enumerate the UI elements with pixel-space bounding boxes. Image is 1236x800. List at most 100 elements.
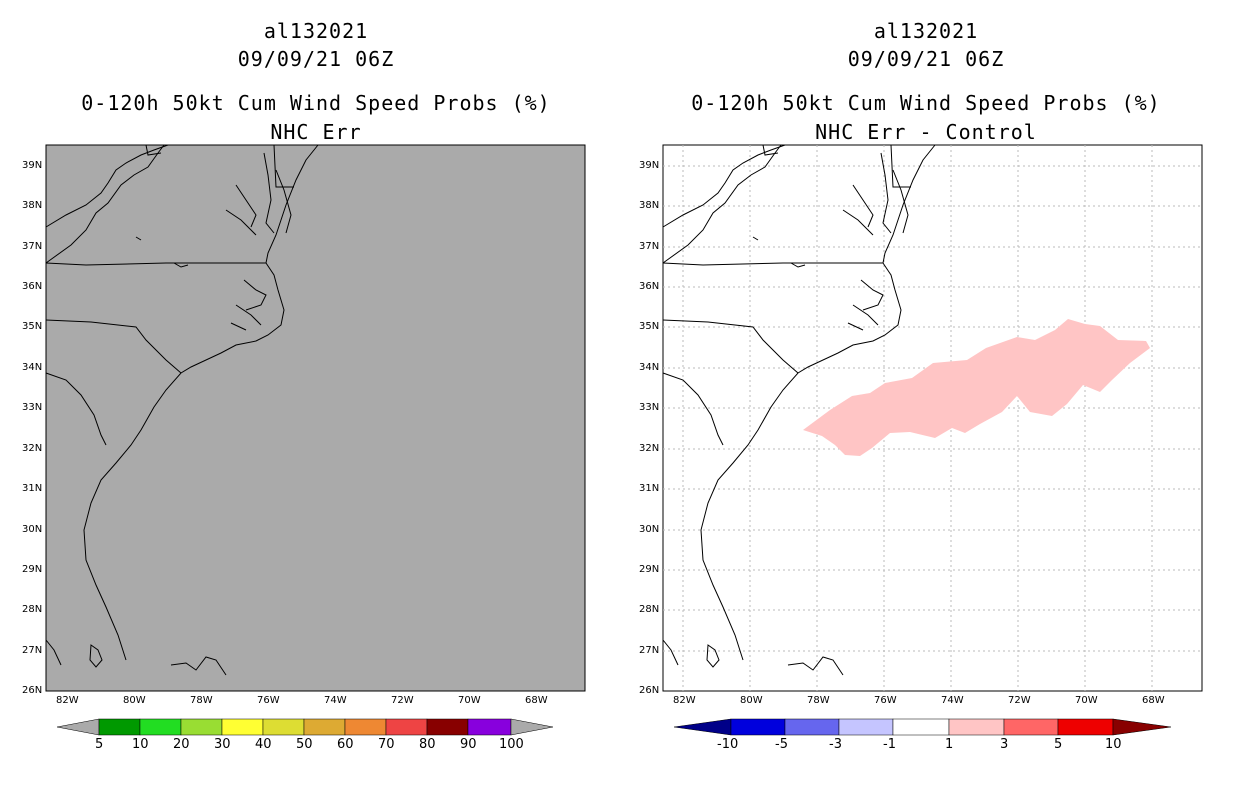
right-colorbar-segment (838, 718, 894, 736)
left-colorbar-segment (98, 718, 141, 736)
left-colorbar-segment (262, 718, 305, 736)
right-colorbar-high-triangle (1112, 718, 1172, 736)
right-lat-label: 28N (639, 604, 660, 615)
left-storm-id: al132021 (263, 19, 369, 43)
left-map (45, 144, 586, 692)
right-lon-label: 70W (1075, 695, 1098, 706)
right-lat-label: 34N (639, 362, 660, 373)
left-lon-label: 72W (391, 695, 414, 706)
right-lat-label: 26N (639, 685, 660, 696)
right-lat-label: 33N (639, 402, 660, 413)
left-lat-label: 37N (22, 241, 43, 252)
left-lon-label: 80W (123, 695, 146, 706)
left-lat-label: 38N (22, 200, 43, 211)
right-colorbar-segment (892, 718, 950, 736)
left-colorbar-segment (180, 718, 223, 736)
left-colorbar-label: 30 (214, 737, 231, 752)
left-colorbar-label: 50 (296, 737, 313, 752)
left-lat-label: 27N (22, 645, 43, 656)
right-lat-label: 35N (639, 321, 660, 332)
left-colorbar-high-triangle (510, 718, 554, 736)
right-lon-label: 74W (941, 695, 964, 706)
right-product-title: 0-120h 50kt Cum Wind Speed Probs (%) (691, 91, 1161, 115)
left-colorbar-segment (467, 718, 512, 736)
right-colorbar-label: 1 (945, 737, 954, 752)
right-colorbar-label: 10 (1105, 737, 1122, 752)
left-lon-label: 74W (324, 695, 347, 706)
right-colorbar-label: -5 (775, 737, 788, 752)
left-lat-label: 35N (22, 321, 43, 332)
left-lon-label: 78W (190, 695, 213, 706)
left-lat-label: 29N (22, 564, 43, 575)
right-colorbar-segment (948, 718, 1005, 736)
left-lat-label: 31N (22, 483, 43, 494)
right-lat-label: 30N (639, 524, 660, 535)
left-colorbar-segment (139, 718, 182, 736)
left-lon-label: 68W (525, 695, 548, 706)
left-lat-label: 36N (22, 281, 43, 292)
left-datetime: 09/09/21 06Z (237, 47, 395, 71)
left-lon-label: 76W (257, 695, 280, 706)
left-colorbar-label: 5 (95, 737, 104, 752)
right-lon-label: 72W (1008, 695, 1031, 706)
left-lat-label: 34N (22, 362, 43, 373)
left-lat-label: 33N (22, 402, 43, 413)
right-lat-label: 32N (639, 443, 660, 454)
right-lat-label: 31N (639, 483, 660, 494)
left-colorbar (56, 718, 554, 736)
left-colorbar-segment (385, 718, 428, 736)
right-lat-label: 39N (639, 160, 660, 171)
right-lat-label: 36N (639, 281, 660, 292)
left-colorbar-label: 10 (132, 737, 149, 752)
right-datetime: 09/09/21 06Z (847, 47, 1005, 71)
left-colorbar-segment (303, 718, 346, 736)
left-lat-label: 39N (22, 160, 43, 171)
right-colorbar-label: -1 (883, 737, 896, 752)
right-storm-id: al132021 (873, 19, 979, 43)
right-colorbar (673, 718, 1172, 736)
right-colorbar-label: -10 (717, 737, 739, 752)
left-colorbar-label: 90 (460, 737, 477, 752)
left-colorbar-label: 100 (499, 737, 524, 752)
right-lat-label: 29N (639, 564, 660, 575)
left-colorbar-segment (426, 718, 469, 736)
left-lat-label: 26N (22, 685, 43, 696)
left-lat-label: 30N (22, 524, 43, 535)
right-colorbar-segment (784, 718, 840, 736)
left-lon-label: 82W (56, 695, 79, 706)
right-colorbar-segment (1057, 718, 1114, 736)
right-map-gridlines (663, 145, 1202, 691)
right-lat-label: 37N (639, 241, 660, 252)
right-subtitle: NHC Err - Control (815, 120, 1037, 144)
right-colorbar-low-triangle (673, 718, 732, 736)
right-lon-label: 78W (807, 695, 830, 706)
left-colorbar-label: 80 (419, 737, 436, 752)
left-lon-label: 70W (458, 695, 481, 706)
right-colorbar-label: 5 (1054, 737, 1063, 752)
left-colorbar-label: 20 (173, 737, 190, 752)
right-lon-label: 76W (874, 695, 897, 706)
left-colorbar-segment (344, 718, 387, 736)
right-lat-label: 27N (639, 645, 660, 656)
left-lat-label: 32N (22, 443, 43, 454)
left-subtitle: NHC Err (270, 120, 362, 144)
left-colorbar-segment (221, 718, 264, 736)
left-colorbar-label: 60 (337, 737, 354, 752)
right-map (662, 144, 1203, 692)
right-lon-label: 68W (1142, 695, 1165, 706)
right-colorbar-label: 3 (1000, 737, 1009, 752)
probability-difference-area (803, 319, 1150, 456)
right-lat-label: 38N (639, 200, 660, 211)
left-product-title: 0-120h 50kt Cum Wind Speed Probs (%) (81, 91, 551, 115)
left-colorbar-low-triangle (56, 718, 100, 736)
right-lon-label: 80W (740, 695, 763, 706)
left-colorbar-label: 40 (255, 737, 272, 752)
right-lon-label: 82W (673, 695, 696, 706)
left-lat-label: 28N (22, 604, 43, 615)
right-colorbar-segment (730, 718, 786, 736)
left-colorbar-label: 70 (378, 737, 395, 752)
left-map-background (45, 144, 586, 692)
right-colorbar-label: -3 (829, 737, 842, 752)
right-colorbar-segment (1003, 718, 1059, 736)
